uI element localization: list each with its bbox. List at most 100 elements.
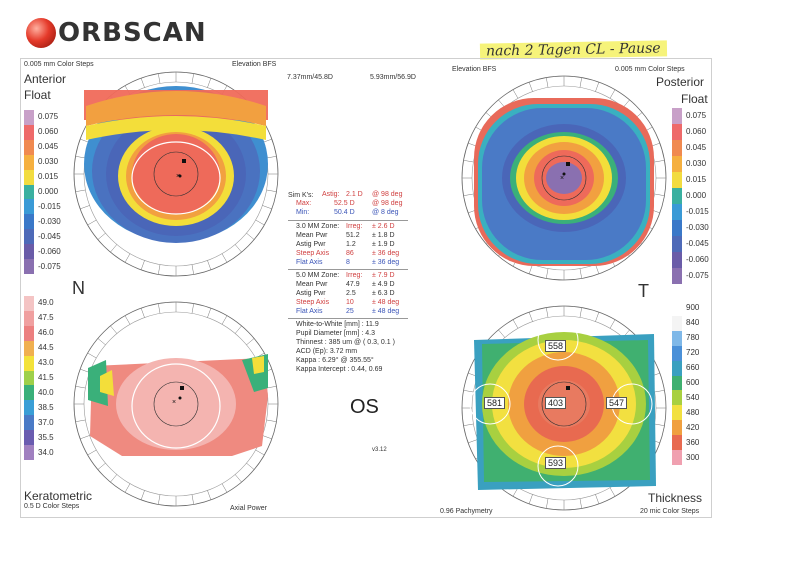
axis-tick	[262, 435, 272, 440]
axis-tick	[87, 449, 97, 456]
thickness-scale-tick-label: 420	[686, 422, 700, 432]
right-elevation-label: Elevation BFS	[452, 66, 497, 73]
z5-irreg-label: Irreg:	[346, 272, 363, 279]
kerato-steps-label: 0.5 D Color Steps	[24, 503, 80, 510]
version-label: v3.12	[372, 447, 387, 453]
posterior-label: Posterior	[656, 75, 705, 89]
axis-tick	[191, 73, 194, 84]
simk-min-label: Min:	[296, 209, 310, 216]
kerato-scale-swatch	[24, 296, 34, 311]
mid-ref-2: 5.93mm/56.9D	[370, 74, 416, 81]
temporal-label: T	[638, 281, 649, 301]
thickness-top-value: 558	[545, 340, 567, 352]
kerato-scale-tick-label: 43.0	[38, 358, 54, 368]
axis-tick	[546, 307, 549, 318]
axis-tick	[498, 329, 506, 338]
float-right-scale-tick-label: 0.015	[686, 175, 707, 184]
axis-tick	[87, 219, 97, 226]
kerato-scale-tick-label: 35.5	[38, 432, 54, 442]
z3-astig-value: 1.2	[346, 241, 356, 248]
z5-mean-value: 47.9	[346, 281, 360, 288]
float-right-scale-tick-label: 0.030	[686, 159, 707, 168]
white-to-white: White-to-White [mm] : 11.9	[296, 321, 379, 328]
svg-text:×: ×	[172, 399, 176, 406]
float-left-label: Float	[24, 88, 51, 102]
z3-flat-err: ± 36 deg	[372, 259, 400, 266]
axis-tick	[80, 368, 90, 373]
divider-3	[288, 318, 408, 319]
kerato-scale-swatch	[24, 400, 34, 416]
kerato-scale-swatch	[24, 370, 34, 386]
mid-ref-1: 7.37mm/45.8D	[287, 74, 333, 81]
float-right-scale-swatch	[672, 124, 682, 140]
kerato-scale-tick-label: 44.5	[38, 343, 54, 353]
z5-flat-value: 25	[346, 308, 354, 315]
axis-tick	[579, 498, 582, 509]
thickness-scale-swatch	[672, 315, 682, 331]
thickness-scale: 900 840 780 720 660 600 540 480 420 360 300	[672, 301, 700, 466]
svg-text:×: ×	[560, 175, 564, 182]
float-left-scale-tick-label: 0.000	[38, 187, 59, 196]
kerato-scale-swatch	[24, 385, 34, 401]
float-right-scale-tick-label: 0.075	[686, 111, 707, 120]
axis-tick	[75, 386, 86, 389]
simk-astig-deg: @ 98 deg	[372, 191, 403, 198]
float-left-scale-swatch	[24, 229, 34, 245]
axis-tick	[207, 260, 212, 270]
thickness-scale-swatch	[672, 420, 682, 436]
anterior-label: Anterior	[24, 72, 67, 86]
axis-tick	[140, 308, 145, 318]
z5-mean-label: Mean Pwr	[296, 281, 328, 288]
kerato-scale-tick-label: 37.0	[38, 417, 54, 427]
axis-tick	[528, 312, 533, 322]
simk-astig-label: Astig:	[322, 191, 340, 198]
float-right-scale-swatch	[672, 108, 682, 124]
simk-min-deg: @ 8 deg	[372, 209, 399, 216]
z3-steep-label: Steep Axis	[296, 250, 330, 257]
z3-title: 3.0 MM Zone:	[296, 223, 340, 230]
kerato-scale-swatch	[24, 355, 34, 371]
z3-steep-err: ± 36 deg	[372, 250, 400, 257]
kappa: Kappa : 6.29° @ 355.55°	[296, 357, 374, 364]
axis-tick	[609, 89, 616, 99]
z3-flat-label: Flat Axis	[296, 259, 323, 266]
float-right-scale-swatch	[672, 220, 682, 236]
simk-label: Sim K's:	[288, 192, 314, 199]
thickness-label: Thickness	[648, 491, 703, 505]
kerato-scale-swatch	[24, 340, 34, 356]
kerato-scale-tick-label: 38.5	[38, 402, 54, 412]
report-frame	[20, 58, 712, 518]
float-left-scale-tick-label: 0.045	[38, 142, 59, 152]
axis-tick	[595, 264, 600, 274]
axis-tick	[140, 490, 145, 500]
kerato-scale: 49.0 47.5 46.0 44.5 43.0 41.5 40.0 38.5 37.0 35.5…	[24, 296, 54, 461]
axis-tick	[246, 462, 255, 470]
thickness-scale-swatch	[672, 450, 682, 466]
axis-tick	[221, 315, 228, 325]
float-left-scale-tick-label: 0.060	[38, 127, 59, 137]
posterior-float-map: ×	[460, 70, 668, 284]
axis-tick	[463, 160, 474, 163]
float-left-scale-tick-label: 0.030	[38, 157, 59, 167]
axis-tick	[234, 325, 242, 334]
axis-tick	[246, 232, 255, 240]
axis-tick	[246, 338, 255, 346]
thickness-scale-tick-label: 840	[686, 318, 700, 328]
axis-tick	[463, 423, 474, 426]
axis-tick	[654, 423, 665, 426]
thickness-scale-tick-label: 660	[686, 363, 700, 373]
axis-tick	[463, 390, 474, 393]
axis-tick	[262, 205, 272, 210]
axis-tick	[75, 189, 86, 192]
z3-mean-err: ± 1.8 D	[372, 232, 395, 239]
thickness-scale-tick-label: 300	[686, 452, 700, 462]
float-right-scale-tick-label: -0.045	[686, 239, 709, 248]
float-left-scale-tick-label: -0.075	[38, 261, 61, 271]
kerato-scale-tick-label: 41.5	[38, 373, 54, 382]
axis-tick	[191, 264, 194, 275]
axis-tick	[234, 244, 242, 253]
axis-tick	[140, 260, 145, 270]
axis-tick	[595, 494, 600, 504]
axis-tick	[191, 303, 194, 314]
kerato-scale-tick-label: 46.0	[38, 328, 54, 338]
